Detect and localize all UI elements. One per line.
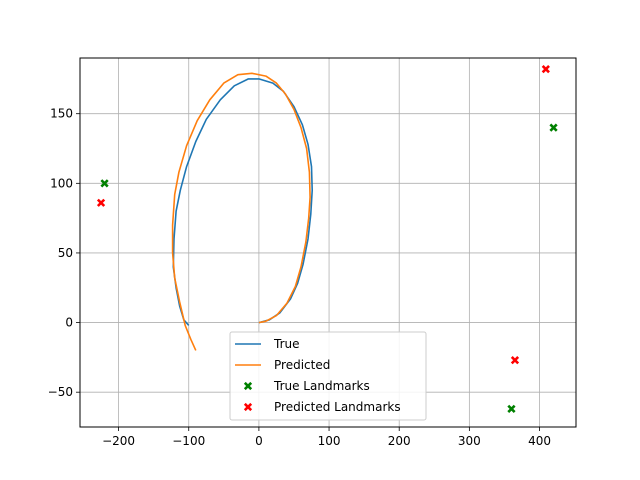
series-predicted [171,72,311,351]
y-tick-label: 150 [50,107,73,121]
series-true-landmarks [100,123,558,414]
legend: True Predicted True Landmarks Predicted Lan… [229,331,427,421]
axes-frame [79,57,577,428]
point-predicted-landmarks [541,65,550,74]
series-line-predicted [171,72,311,351]
legend-label-predicted-landmarks: Predicted Landmarks [274,400,401,414]
x-tick-label: −200 [102,434,135,448]
x-tick-label: 300 [458,434,481,448]
legend-label-true-landmarks: True Landmarks [273,379,370,393]
x-tick-label: 100 [318,434,341,448]
point-true-landmarks [549,123,558,132]
series-predicted-landmarks [96,65,550,365]
point-true-landmarks [100,179,109,188]
series-layer [96,65,558,414]
x-tick-label: 0 [255,434,263,448]
series-true [172,78,313,326]
x-tick-label: 200 [388,434,411,448]
legend-box [229,331,427,421]
legend-swatch-predicted-landmarks [243,402,253,412]
point-true-landmarks [507,404,516,414]
point-predicted-landmarks [510,356,520,365]
x-tick-label: 400 [528,434,551,448]
y-tick-label: 0 [65,316,73,330]
x-tick-label: −100 [172,434,205,448]
grid [80,58,576,427]
legend-label-true: True [273,337,300,351]
legend-swatch-true-landmarks [243,381,253,391]
point-predicted-landmarks [96,198,106,207]
legend-label-predicted: Predicted [274,358,330,372]
y-tick-label: −50 [48,385,73,399]
ticks: −200 −100 0 100 200 300 400 −50 0 50 100 150 [48,107,551,448]
y-tick-label: 50 [58,246,73,260]
series-line-true [172,78,313,326]
y-tick-label: 100 [50,176,73,190]
